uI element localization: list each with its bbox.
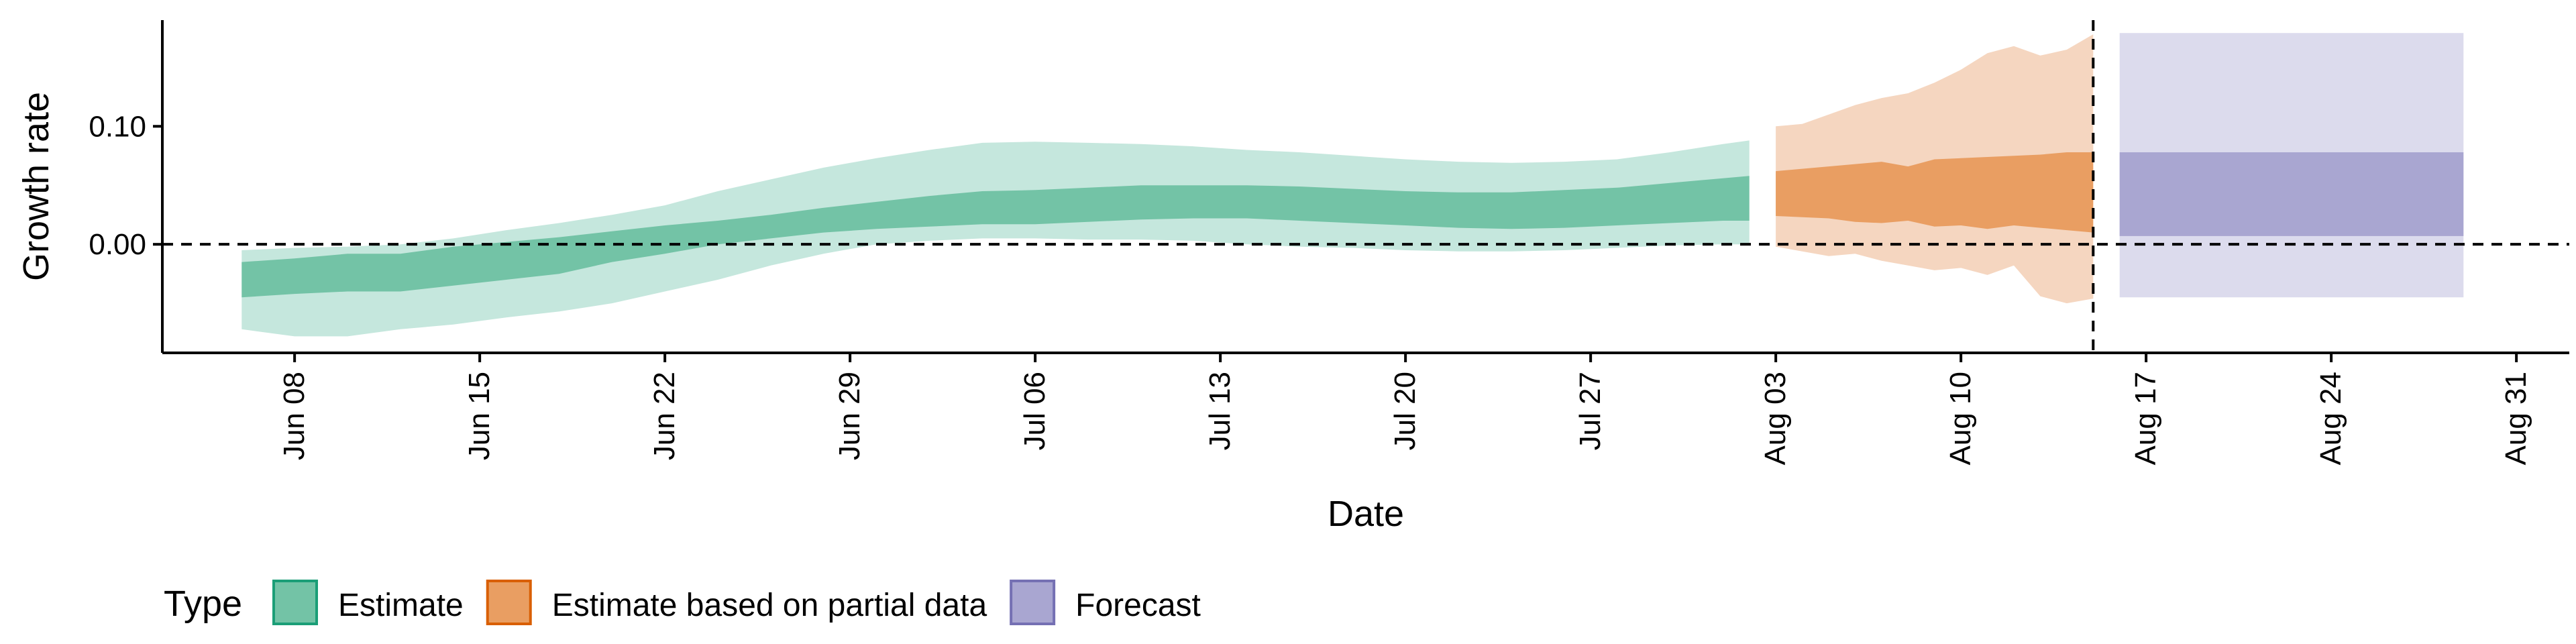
- bands-layer: [241, 33, 2464, 337]
- legend: Type Estimate Estimate based on partial d…: [164, 580, 1201, 625]
- x-tick-label: Aug 10: [1944, 372, 1977, 465]
- legend-label-estimate: Estimate: [338, 588, 464, 623]
- x-tick-label: Aug 24: [2314, 372, 2347, 465]
- estimate-based-on-partial-data-inner-band: [1776, 152, 2094, 233]
- x-tick-label: Jun 29: [833, 372, 866, 460]
- x-tick-label: Aug 03: [1759, 372, 1792, 465]
- x-tick-label: Jun 15: [463, 372, 496, 460]
- x-tick-label: Jul 13: [1203, 372, 1236, 450]
- reference-lines: [162, 20, 2569, 353]
- estimate-outer-band: [241, 140, 1750, 337]
- legend-key-forecast: [1010, 580, 1056, 625]
- legend-title: Type: [164, 584, 242, 624]
- legend-label-estimate-based-on-partial-data: Estimate based on partial data: [552, 588, 987, 623]
- y-tick-label: 0.10: [89, 110, 146, 143]
- x-tick-label: Jul 20: [1389, 372, 1421, 450]
- x-tick-label: Aug 17: [2129, 372, 2162, 465]
- y-axis-title: Growth rate: [16, 92, 56, 281]
- x-axis-title: Date: [1328, 494, 1404, 534]
- x-tick-label: Jun 22: [648, 372, 681, 460]
- x-tick-label: Jul 06: [1018, 372, 1051, 450]
- axes-layer: 0.00 0.10 Jun 08 Jun 15 Jun 22 Jun 29 Jul 06 Ju…: [89, 20, 2569, 465]
- estimate-inner-band: [241, 176, 1750, 298]
- y-tick-label: 0.00: [89, 228, 146, 261]
- forecast-inner-band: [2119, 152, 2464, 236]
- x-tick-label: Aug 31: [2500, 372, 2532, 465]
- legend-key-estimate-based-on-partial-data: [486, 580, 532, 625]
- x-tick-label: Jul 27: [1574, 372, 1607, 450]
- x-tick-label: Jun 08: [278, 372, 311, 460]
- legend-key-estimate: [272, 580, 318, 625]
- legend-label-forecast: Forecast: [1075, 588, 1201, 623]
